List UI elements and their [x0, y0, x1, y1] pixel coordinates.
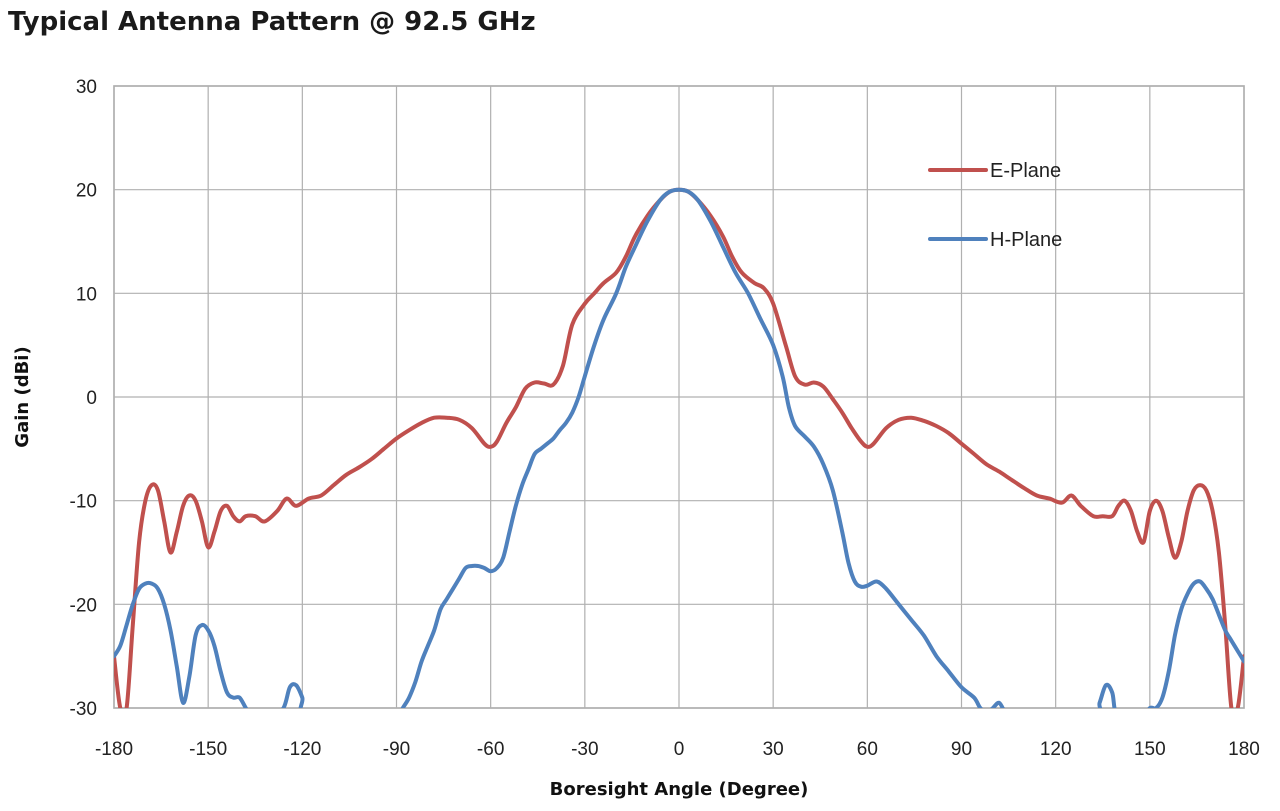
series-group: [114, 187, 1244, 708]
x-tick-label: 60: [857, 739, 878, 760]
y-axis-label: Gain (dBi): [12, 346, 33, 447]
x-tick-label: 120: [1040, 739, 1072, 760]
y-tick-label: 20: [76, 181, 97, 202]
chart-title: Typical Antenna Pattern @ 92.5 GHz: [8, 7, 536, 37]
x-tick-label: 180: [1228, 739, 1260, 760]
y-tick-labels: 30 20 10 0 -10 -20 -30: [70, 77, 97, 720]
x-tick-label: 150: [1134, 739, 1166, 760]
legend: E-Plane H-Plane: [928, 160, 1062, 251]
x-tick-label: 30: [763, 739, 784, 760]
x-tick-label: -150: [189, 739, 227, 760]
y-tick-label: 30: [76, 77, 97, 98]
y-tick-label: -20: [70, 595, 97, 616]
legend-label-e-plane: E-Plane: [990, 160, 1061, 182]
x-tick-label: -60: [477, 739, 504, 760]
series-line-h-plane: [114, 187, 1244, 708]
x-tick-label: -120: [283, 739, 321, 760]
y-tick-label: -10: [70, 492, 97, 513]
legend-label-h-plane: H-Plane: [990, 229, 1062, 251]
x-tick-label: 90: [951, 739, 972, 760]
x-axis-label: Boresight Angle (Degree): [550, 779, 809, 800]
x-tick-label: -90: [383, 739, 410, 760]
x-tick-label: -30: [571, 739, 598, 760]
y-tick-label: 0: [86, 388, 97, 409]
y-tick-label: -30: [70, 699, 97, 720]
x-tick-label: 0: [674, 739, 685, 760]
y-tick-label: 10: [76, 284, 97, 305]
x-tick-labels: -180 -150 -120 -90 -60 -30 0 30 60 90 120 150 180: [95, 739, 1260, 760]
x-tick-label: -180: [95, 739, 133, 760]
